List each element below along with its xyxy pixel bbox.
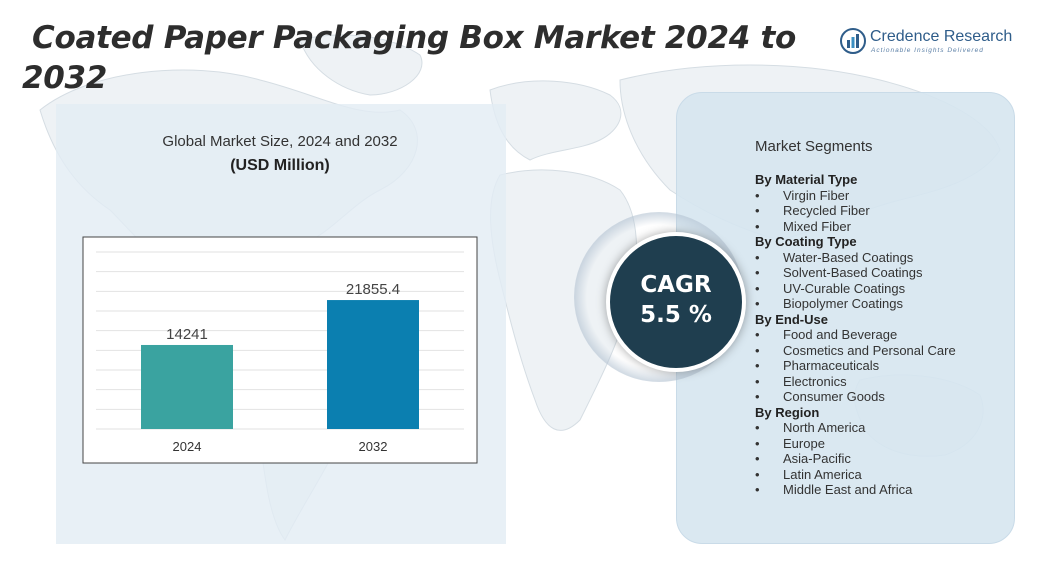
bullet-icon: •: [755, 358, 760, 373]
bullet-icon: •: [755, 373, 760, 389]
segment-item: • Water-Based Coatings: [755, 250, 1015, 266]
segment-item-label: North America: [783, 420, 866, 435]
segment-item: • North America: [755, 420, 1015, 436]
segment-item-label: Recycled Fiber: [783, 203, 870, 218]
bullet-icon: •: [755, 203, 760, 218]
segment-item: • Cosmetics and Personal Care: [755, 343, 1015, 359]
bullet-icon: •: [755, 280, 760, 296]
segment-item-label: Food and Beverage: [783, 327, 898, 342]
segment-item: • Middle East and Africa: [755, 482, 1015, 498]
bullet-icon: •: [755, 327, 760, 342]
segment-item-label: Latin America: [783, 466, 862, 482]
segment-item-label: Mixed Fiber: [783, 218, 851, 234]
segments-title: Market Segments: [755, 138, 873, 155]
bullet-icon: •: [755, 482, 760, 497]
category-label-2032: 2032: [359, 439, 388, 454]
value-label-2032: 21855.4: [346, 281, 400, 298]
segment-item-label: Middle East and Africa: [783, 482, 913, 497]
segment-item-label: UV-Curable Coatings: [783, 280, 906, 296]
segment-item: • Solvent-Based Coatings: [755, 265, 1015, 281]
segment-item-label: Water-Based Coatings: [783, 249, 914, 265]
bar-2024: [141, 344, 233, 429]
segment-item-label: Europe: [783, 435, 825, 451]
chart-labels: 14241 2024 21855.4 2032: [166, 281, 400, 454]
segment-item: • Mixed Fiber: [755, 219, 1015, 235]
bar-chart: 14241 2024 21855.4 2032: [82, 236, 478, 464]
bullet-icon: •: [755, 389, 760, 404]
segment-item-label: Electronics: [783, 373, 847, 389]
bullet-icon: •: [755, 187, 760, 203]
segment-item-label: Cosmetics and Personal Care: [783, 342, 956, 358]
title-line-1: Coated Paper Packaging Box Market 2024 t…: [32, 20, 796, 56]
segment-category: By End-Use: [755, 311, 828, 327]
segment-item-label: Asia-Pacific: [783, 451, 851, 466]
cagr-label: CAGR: [640, 272, 712, 298]
bar-2032: [327, 300, 419, 429]
segments-list: By Material Type • Virgin Fiber • Recycled F…: [755, 172, 1015, 498]
bullet-icon: •: [755, 342, 760, 358]
chart-title: Global Market Size, 2024 and 2032: [162, 133, 398, 150]
logo-name: Credence Research: [870, 28, 1013, 45]
cagr-badge: CAGR 5.5 %: [606, 232, 746, 372]
bullet-icon: •: [755, 435, 760, 451]
segment-item-label: Consumer Goods: [783, 389, 885, 404]
segment-item: • Food and Beverage: [755, 327, 1015, 343]
chart-bars: [141, 300, 419, 429]
segment-category: By Region: [755, 404, 820, 420]
bullet-icon: •: [755, 265, 760, 280]
bullet-icon: •: [755, 218, 760, 234]
chart-unit: (USD Million): [230, 157, 330, 174]
bullet-icon: •: [755, 420, 760, 435]
segment-item: • Biopolymer Coatings: [755, 296, 1015, 312]
logo: Credence Research Actionable Insights De…: [840, 26, 1030, 60]
bullet-icon: •: [755, 451, 760, 466]
segment-item-label: Pharmaceuticals: [783, 358, 880, 373]
segment-item-label: Biopolymer Coatings: [783, 296, 903, 311]
segment-item: • Pharmaceuticals: [755, 358, 1015, 374]
bullet-icon: •: [755, 249, 760, 265]
segment-item: • Europe: [755, 436, 1015, 452]
logo-icon: [840, 28, 866, 54]
bullet-icon: •: [755, 466, 760, 482]
cagr-value: 5.5 %: [640, 302, 712, 328]
segment-item-label: Virgin Fiber: [783, 187, 850, 203]
page-title: Coated Paper Packaging Box Market 2024 t…: [22, 18, 822, 98]
title-line-2: 2032: [22, 60, 108, 96]
segment-item-label: Solvent-Based Coatings: [783, 265, 923, 280]
segment-item: • Virgin Fiber: [755, 188, 1015, 204]
category-label-2024: 2024: [173, 439, 202, 454]
segment-item: • Consumer Goods: [755, 389, 1015, 405]
segment-category: By Material Type: [755, 172, 858, 187]
segment-item: • Recycled Fiber: [755, 203, 1015, 219]
logo-tagline: Actionable Insights Delivered: [871, 47, 984, 54]
value-label-2024: 14241: [166, 326, 208, 343]
segment-item: • UV-Curable Coatings: [755, 281, 1015, 297]
segment-category: By Coating Type: [755, 234, 857, 249]
bullet-icon: •: [755, 296, 760, 311]
segment-item: • Asia-Pacific: [755, 451, 1015, 467]
segment-item: • Latin America: [755, 467, 1015, 483]
segment-item: • Electronics: [755, 374, 1015, 390]
